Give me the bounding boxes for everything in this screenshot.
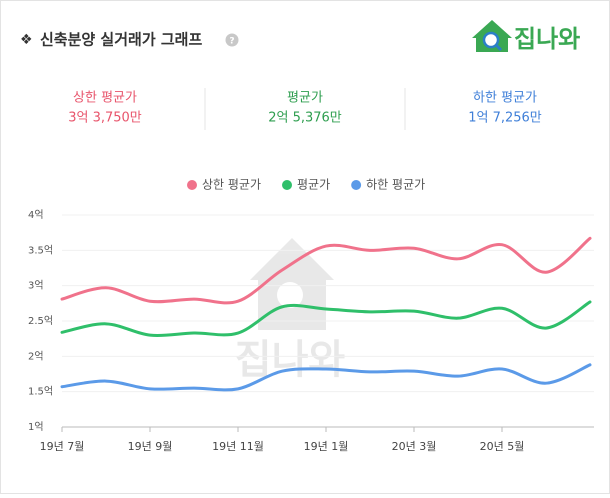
title-bullet: ❖ <box>20 32 33 48</box>
y-tick-label: 1.5억 <box>28 386 53 398</box>
x-tick-label: 19년 9월 <box>128 440 173 453</box>
summary-label: 상한 평균가 <box>73 91 137 106</box>
legend-label: 상한 평균가 <box>202 178 261 192</box>
y-tick-label: 2.5억 <box>28 315 53 327</box>
logo-text: 집나와 <box>514 25 580 53</box>
legend-label: 하한 평균가 <box>366 178 425 192</box>
series-line <box>60 363 592 392</box>
y-tick-label: 3.5억 <box>28 244 53 256</box>
x-tick-label: 19년 1월 <box>304 440 349 453</box>
legend-label: 평균가 <box>297 178 330 192</box>
x-tick-label: 19년 7월 <box>40 440 85 453</box>
summary-label: 평균가 <box>287 91 323 106</box>
summary-value: 3억 3,750만 <box>68 111 142 126</box>
legend-swatch <box>351 180 362 190</box>
legend-swatch <box>282 180 293 190</box>
title: 신축분양 실거래가 그래프 <box>40 31 202 49</box>
help-icon[interactable] <box>225 33 239 47</box>
y-tick-label: 1억 <box>28 421 44 433</box>
summary-value: 2억 5,376만 <box>268 111 342 126</box>
series-line <box>60 300 592 337</box>
x-tick-label: 20년 3월 <box>392 440 437 453</box>
series-line <box>60 236 592 305</box>
legend-swatch <box>187 180 197 190</box>
logo-handle <box>494 43 503 52</box>
x-tick-label: 20년 5월 <box>480 440 525 453</box>
watermark-lens <box>277 282 303 308</box>
y-tick-label: 3억 <box>28 280 44 292</box>
help-mark[interactable]: ? <box>229 37 234 47</box>
logo-lens <box>482 31 500 49</box>
logo: 집나와 <box>472 20 580 53</box>
legend: 상한 평균가 평균가 하한 평균가 <box>187 178 425 192</box>
y-tick-label: 4억 <box>28 209 44 221</box>
x-tick-label: 19년 11월 <box>212 440 264 453</box>
summary-label: 하한 평균가 <box>473 91 537 106</box>
watermark-text: 집나와 <box>235 337 346 383</box>
y-tick-label: 2억 <box>28 350 44 362</box>
summary-value: 1억 7,256만 <box>468 111 542 126</box>
